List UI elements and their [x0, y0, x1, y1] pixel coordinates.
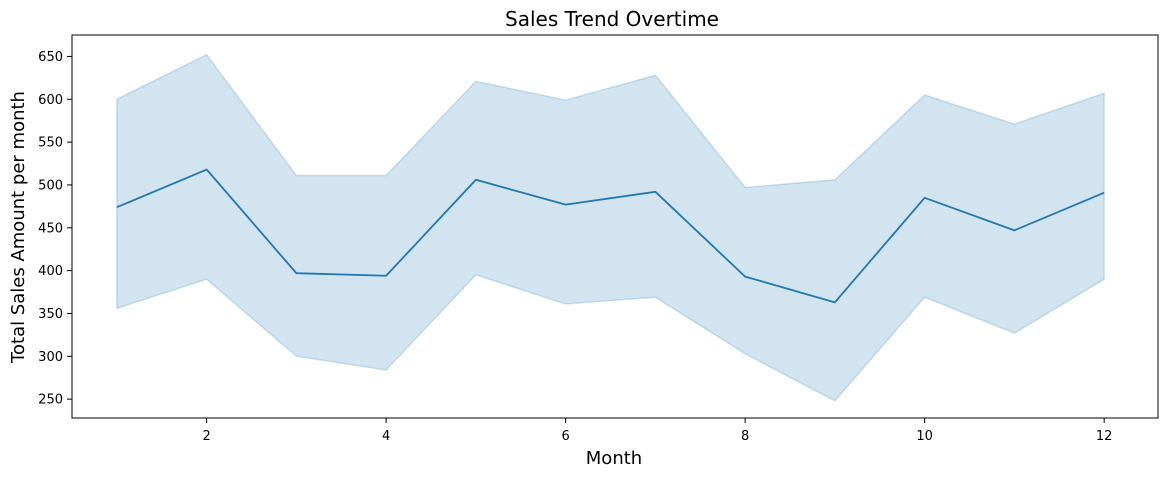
x-tick-label: 6 [561, 429, 569, 444]
chart-title: Sales Trend Overtime [505, 7, 719, 31]
y-tick-label: 300 [38, 350, 63, 365]
y-axis-ticks: 250 300 350 400 450 500 550 600 650 [38, 50, 72, 408]
series-line [116, 168, 1105, 304]
y-tick-label: 400 [38, 264, 63, 279]
x-axis-ticks: 2 4 6 8 10 12 [202, 418, 1112, 444]
y-tick-label: 350 [38, 307, 63, 322]
y-tick-label: 600 [38, 93, 63, 108]
x-tick-label: 12 [1096, 429, 1113, 444]
x-tick-label: 10 [916, 429, 933, 444]
series-points [116, 169, 1105, 303]
y-tick-label: 650 [38, 50, 63, 65]
x-tick-label: 4 [382, 429, 390, 444]
y-tick-label: 450 [38, 221, 63, 236]
y-axis-label: Total Sales Amount per month [8, 91, 29, 364]
y-tick-label: 250 [38, 393, 63, 408]
x-tick-label: 2 [202, 429, 210, 444]
y-tick-label: 550 [38, 136, 63, 151]
plot-frame [71, 34, 1159, 419]
x-axis-label: Month [586, 448, 642, 469]
x-tick-label: 8 [741, 429, 749, 444]
plot-area [116, 53, 1105, 402]
y-tick-label: 500 [38, 178, 63, 193]
confidence-band [116, 53, 1105, 402]
